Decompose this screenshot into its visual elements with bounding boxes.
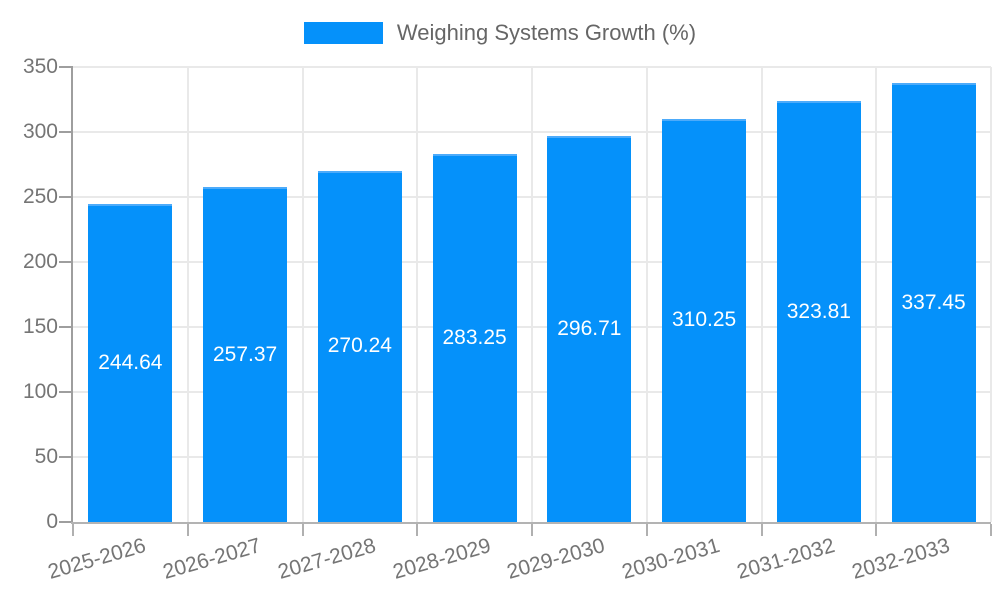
x-axis-tick-mark [416, 524, 419, 536]
x-axis-tick-mark [72, 524, 74, 536]
y-axis-tick-mark [59, 391, 73, 393]
legend-label: Weighing Systems Growth (%) [396, 20, 697, 45]
y-axis-tick-mark [59, 326, 73, 328]
y-axis-tick-mark [59, 131, 73, 133]
v-gridline [301, 67, 304, 522]
bar[interactable] [317, 170, 402, 522]
x-axis-tick-mark [186, 524, 189, 536]
bar-value-label: 257.37 [213, 342, 278, 366]
y-axis-tick-mark [59, 66, 73, 68]
bar[interactable] [891, 83, 976, 522]
bar[interactable] [432, 153, 517, 522]
y-axis-tick-label: 300 [22, 120, 58, 143]
y-axis-tick-label: 150 [22, 315, 58, 338]
y-axis-line [71, 67, 73, 524]
x-axis-tick-mark [990, 524, 992, 536]
v-gridline [645, 67, 648, 522]
x-axis-tick-mark [531, 524, 533, 536]
bar[interactable] [776, 101, 861, 522]
x-axis-tick-mark [645, 524, 648, 536]
bar-value-label: 310.25 [672, 308, 737, 332]
v-gridline [990, 67, 992, 522]
bar-value-label: 296.71 [557, 317, 622, 341]
v-gridline [531, 67, 533, 522]
bar[interactable] [662, 118, 747, 522]
x-axis-tick-mark [875, 524, 878, 536]
legend-swatch [303, 22, 383, 44]
v-gridline [186, 67, 189, 522]
v-gridline [760, 67, 763, 522]
x-axis-tick-mark [301, 524, 304, 536]
v-gridline [416, 67, 419, 522]
bar[interactable] [203, 187, 288, 522]
y-axis-tick-label: 350 [22, 55, 58, 78]
bar-value-label: 323.81 [786, 299, 851, 323]
bar[interactable] [547, 136, 632, 522]
y-axis-tick-mark [59, 196, 73, 198]
bar-value-label: 270.24 [327, 334, 392, 358]
v-gridline [875, 67, 878, 522]
y-axis-tick-mark [59, 521, 73, 523]
x-axis-line [71, 522, 991, 524]
y-axis-tick-mark [59, 261, 73, 263]
y-axis-tick-label: 0 [46, 510, 58, 533]
y-axis-tick-label: 100 [22, 380, 58, 403]
y-axis-tick-label: 50 [34, 445, 58, 468]
y-axis-tick-label: 250 [22, 185, 58, 208]
bar-value-label: 244.64 [98, 350, 163, 374]
bar[interactable] [88, 203, 173, 522]
x-axis-tick-mark [760, 524, 763, 536]
y-axis-tick-label: 200 [22, 250, 58, 273]
legend[interactable]: Weighing Systems Growth (%) [0, 20, 1000, 46]
bar-value-label: 337.45 [901, 290, 966, 314]
y-axis-tick-mark [59, 456, 73, 458]
bar-value-label: 283.25 [442, 325, 507, 349]
